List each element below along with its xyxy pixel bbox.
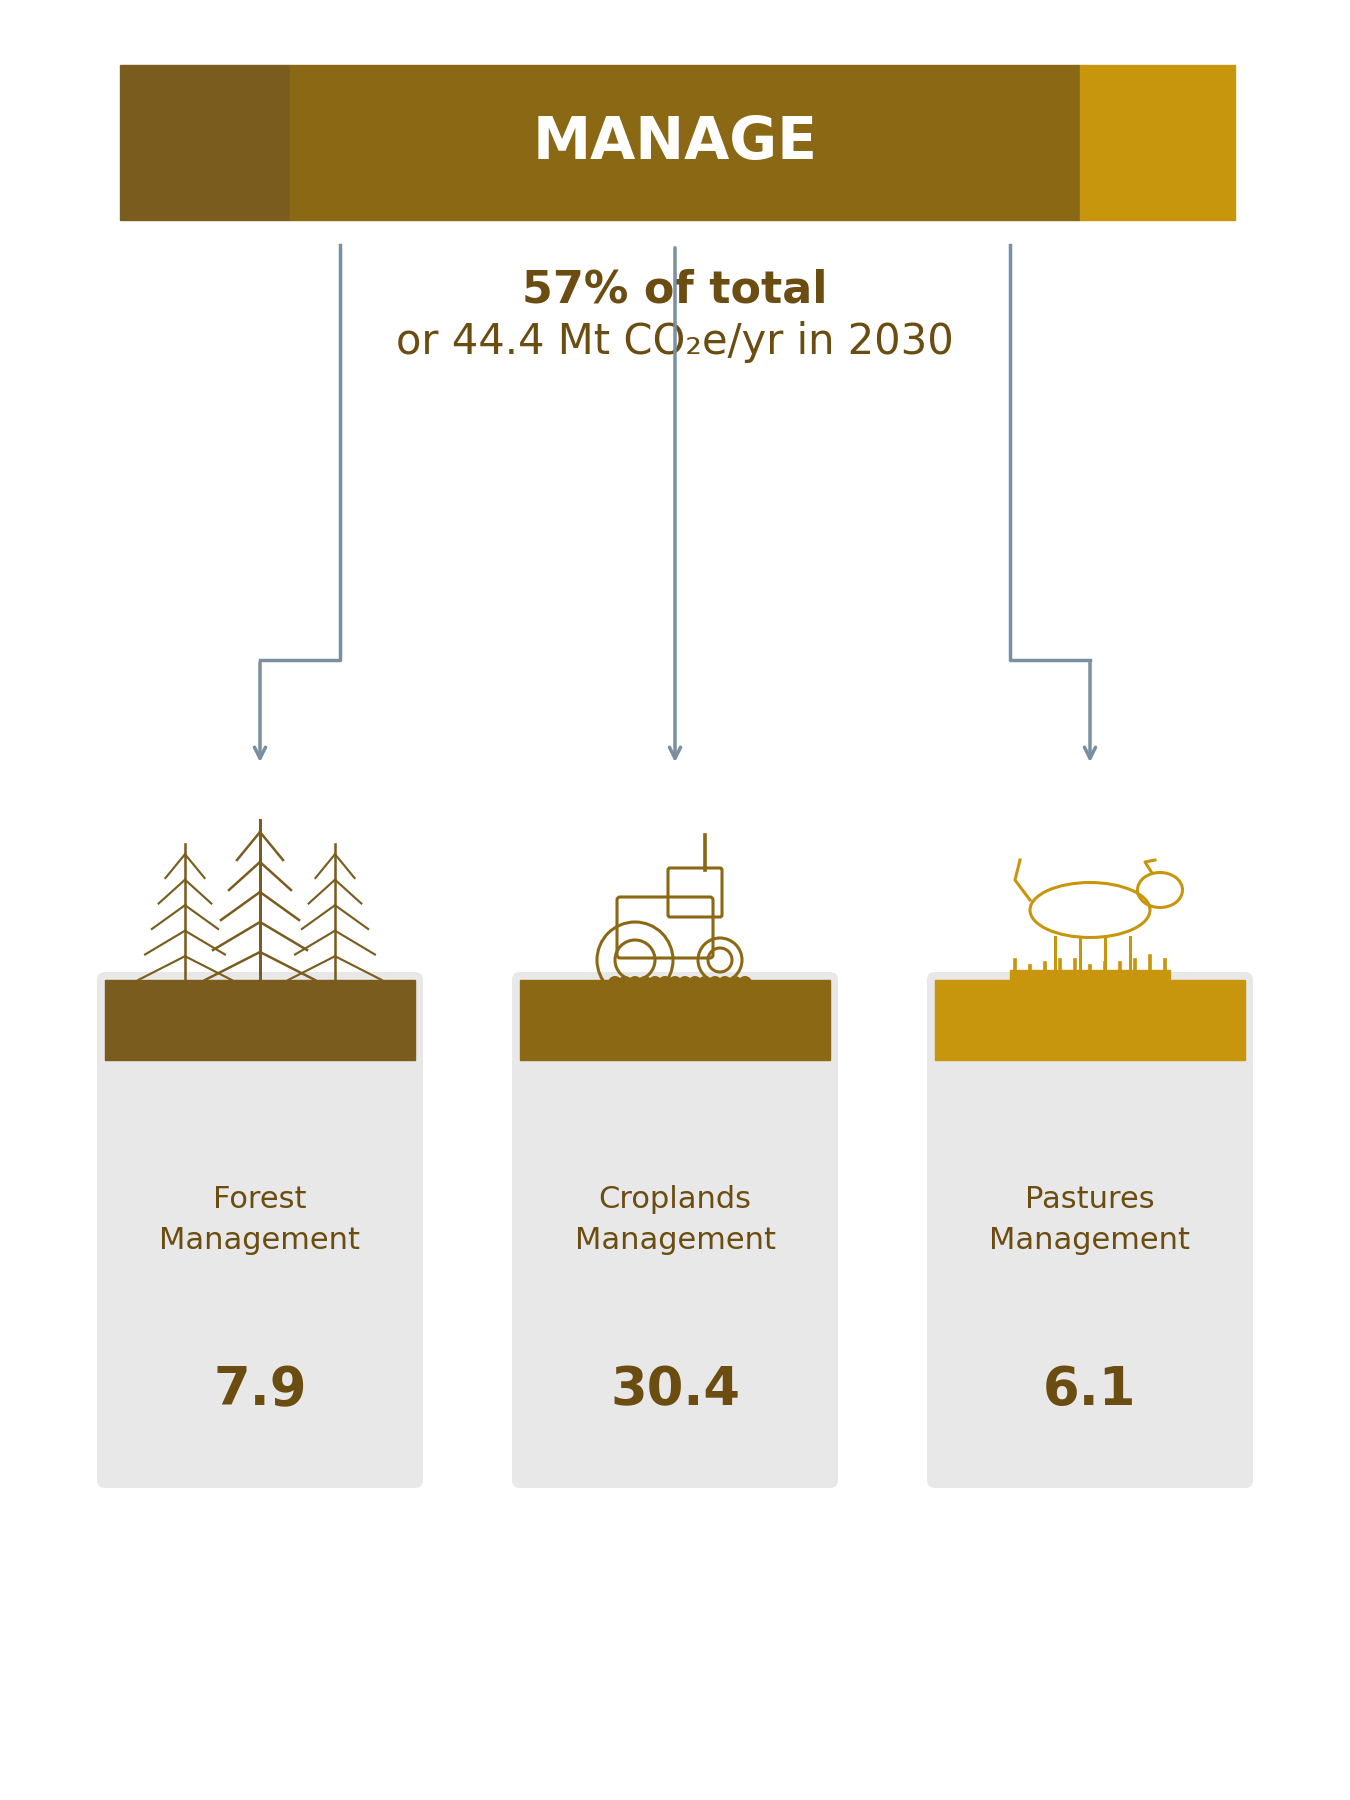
Text: Pastures
Management: Pastures Management: [990, 1184, 1191, 1255]
Circle shape: [688, 976, 702, 990]
Bar: [1080, 65, 1235, 220]
FancyBboxPatch shape: [927, 972, 1253, 1489]
Text: 6.1: 6.1: [1044, 1364, 1137, 1417]
Text: or 44.4 Mt CO₂e/yr in 2030: or 44.4 Mt CO₂e/yr in 2030: [396, 320, 954, 364]
Bar: [936, 979, 1245, 1060]
Bar: [120, 65, 290, 220]
FancyBboxPatch shape: [97, 972, 423, 1489]
Text: Forest
Management: Forest Management: [159, 1184, 360, 1255]
Circle shape: [618, 976, 632, 990]
Bar: [105, 979, 414, 1060]
Circle shape: [628, 976, 643, 990]
Circle shape: [648, 976, 662, 990]
Circle shape: [668, 976, 682, 990]
Circle shape: [657, 976, 672, 990]
Text: 30.4: 30.4: [610, 1364, 740, 1417]
Circle shape: [608, 976, 622, 990]
Circle shape: [707, 976, 722, 990]
Text: 7.9: 7.9: [213, 1364, 306, 1417]
Circle shape: [718, 976, 732, 990]
Circle shape: [639, 976, 652, 990]
Text: 57% of total: 57% of total: [522, 268, 828, 311]
Bar: [520, 979, 830, 1060]
Circle shape: [738, 976, 752, 990]
Text: Croplands
Management: Croplands Management: [575, 1184, 775, 1255]
Circle shape: [728, 976, 743, 990]
Circle shape: [698, 976, 711, 990]
Bar: [290, 65, 1080, 220]
Bar: [1010, 970, 1170, 985]
Text: MANAGE: MANAGE: [532, 113, 818, 171]
FancyBboxPatch shape: [512, 972, 838, 1489]
Circle shape: [678, 976, 693, 990]
